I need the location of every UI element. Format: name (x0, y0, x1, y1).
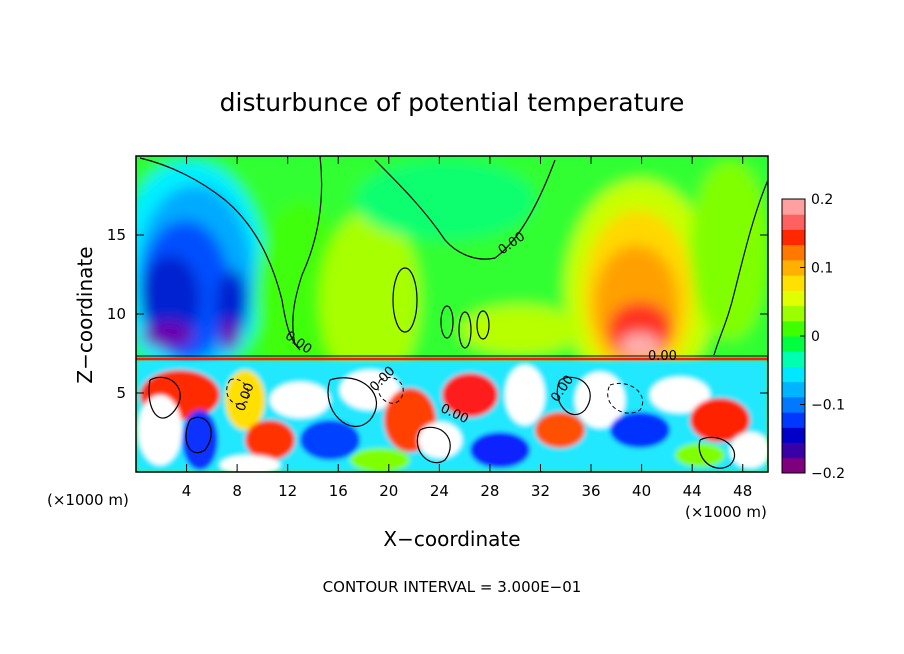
chart-title: disturbunce of potential temperature (220, 88, 685, 117)
colorbar-swatch (782, 366, 805, 383)
colorbar-swatch (782, 442, 805, 459)
colorbar-swatch (782, 320, 805, 337)
x-unit-label-left: (×1000 m) (47, 491, 129, 509)
colorbar-swatch (782, 244, 805, 261)
upper-field (136, 156, 768, 400)
colorbar-swatch (782, 275, 805, 291)
lower-field (136, 360, 768, 472)
x-tick-label: 28 (480, 482, 499, 500)
x-tick-label: 4 (182, 482, 192, 500)
colorbar-frame (781, 198, 806, 474)
plot-area (136, 156, 768, 472)
colorbar-swatch (782, 259, 805, 276)
colorbar-tick-label: −0.2 (811, 466, 845, 482)
colorbar-tick-label: 0.1 (811, 261, 833, 277)
x-tick-label: 48 (733, 482, 752, 500)
colorbar-tick-label: 0.2 (811, 192, 833, 208)
x-tick-label: 32 (531, 482, 550, 500)
colorbar-swatch (782, 412, 805, 428)
colorbar-swatch (782, 381, 805, 398)
colorbar-swatch (782, 457, 805, 474)
y-tick-label: 15 (107, 226, 126, 244)
x-unit-label-right: (×1000 m) (685, 503, 767, 521)
x-axis-label: X−coordinate (383, 527, 520, 551)
x-tick-label: 12 (278, 482, 297, 500)
colorbar-swatch (782, 336, 805, 352)
colorbar-swatch (782, 427, 805, 444)
x-tick-label: 16 (329, 482, 348, 500)
colorbar-tick-label: −0.1 (811, 398, 845, 414)
contour-lines (139, 156, 768, 469)
colorbar-swatch (782, 290, 805, 307)
x-tick-label: 8 (232, 482, 242, 500)
colorbar-swatch (782, 214, 805, 230)
colorbar-swatch (782, 351, 805, 367)
colorbar: 0.2 0.1 0 −0.1 −0.2 (782, 192, 845, 482)
colorbar-swatch (782, 305, 805, 322)
y-tick-label: 5 (116, 384, 126, 402)
y-tick-label: 10 (107, 305, 126, 323)
x-tick-label: 44 (683, 482, 702, 500)
negative-contours (226, 377, 644, 414)
x-tick-label: 24 (430, 482, 449, 500)
contour-label: 0.00 (648, 349, 677, 364)
colorbar-swatch (782, 396, 805, 413)
colorbar-tick-label: 0 (811, 329, 820, 345)
colorbar-swatch (782, 199, 805, 215)
colorbar-swatch (782, 229, 805, 246)
contour-interval-note: CONTOUR INTERVAL = 3.000E−01 (323, 578, 582, 596)
x-tick-label: 40 (632, 482, 651, 500)
x-tick-label: 36 (581, 482, 600, 500)
y-axis-label: Z−coordinate (73, 246, 97, 383)
x-tick-label: 20 (379, 482, 398, 500)
